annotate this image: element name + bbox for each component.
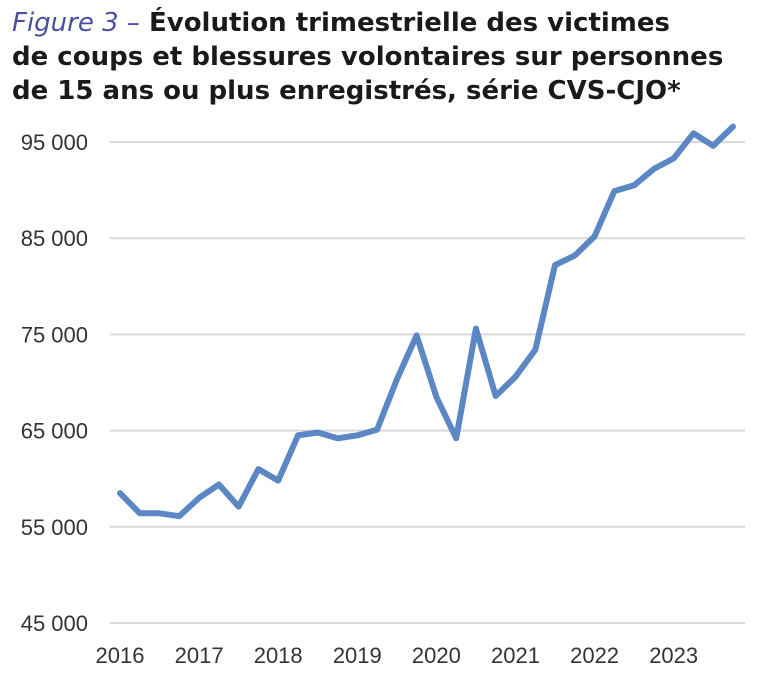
y-tick-label: 45 000 [21, 611, 88, 636]
y-tick-label: 95 000 [21, 130, 88, 155]
y-tick-label: 85 000 [21, 226, 88, 251]
gridlines [110, 141, 745, 624]
y-tick-label: 55 000 [21, 515, 88, 540]
y-tick-label: 65 000 [21, 419, 88, 444]
x-tick-label: 2020 [412, 643, 461, 668]
y-axis-ticks: 95 000 85 000 75 000 65 000 55 000 45 000 [21, 130, 88, 636]
x-tick-label: 2022 [570, 643, 619, 668]
x-tick-label: 2018 [254, 643, 303, 668]
y-tick-label: 75 000 [21, 322, 88, 347]
x-axis-ticks: 2016 2017 2018 2019 2020 2021 2022 2023 [96, 643, 699, 668]
x-tick-label: 2021 [491, 643, 540, 668]
title-prefix: Figure 3 – [12, 8, 140, 38]
x-tick-label: 2019 [333, 643, 382, 668]
series-line [117, 123, 736, 520]
title-line-3: de 15 ans ou plus enregistrés, série CVS… [12, 76, 681, 106]
chart-title: Figure 3 – Évolution trimestrielle des v… [12, 6, 757, 108]
title-line-2: de coups et blessures volontaires sur pe… [12, 42, 724, 72]
x-tick-label: 2017 [175, 643, 224, 668]
x-tick-label: 2016 [96, 643, 145, 668]
series-layer [117, 123, 736, 520]
x-tick-label: 2023 [649, 643, 698, 668]
title-text-1: Évolution trimestrielle des victimes [148, 8, 670, 38]
title-line-1: Figure 3 – Évolution trimestrielle des v… [12, 6, 757, 40]
